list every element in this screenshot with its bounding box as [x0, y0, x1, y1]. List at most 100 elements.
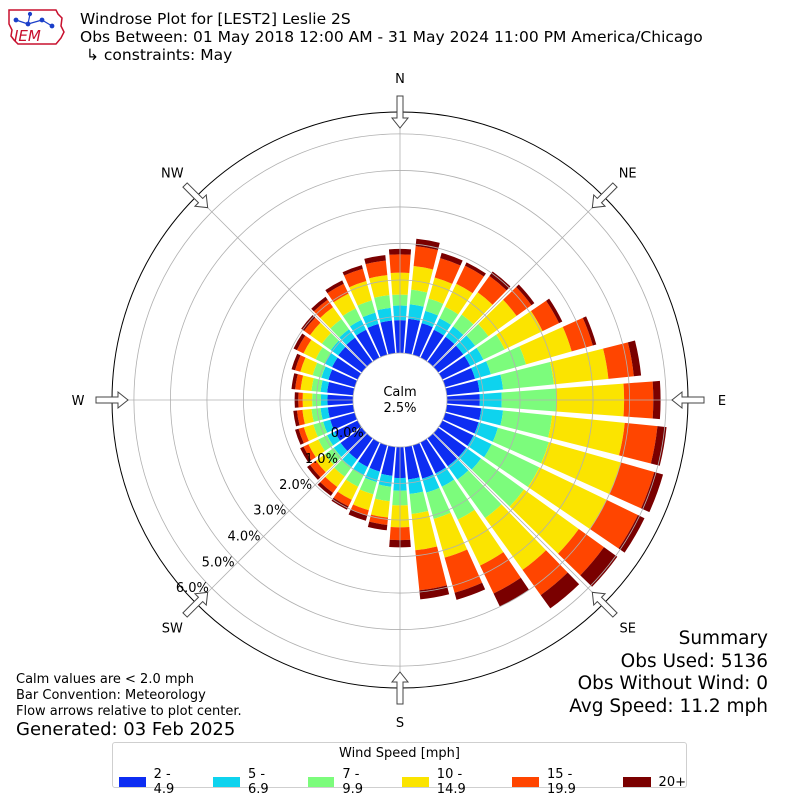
windrose-bar-segment: [330, 318, 350, 338]
windrose-bar-segment: [333, 293, 356, 316]
windrose-bar-segment: [340, 427, 367, 452]
windrose-bar-segment: [353, 461, 368, 476]
windrose-bar-segment: [344, 268, 367, 288]
windrose-bar-segment: [296, 409, 305, 426]
windrose-bar-segment: [365, 260, 388, 279]
windrose-bar-segment: [530, 300, 560, 332]
summary-box: Summary Obs Used: 5136 Obs Without Wind:…: [569, 628, 768, 718]
windrose-bar-segment: [378, 473, 393, 487]
flow-arrow-icon: [182, 182, 209, 209]
windrose-bar-segment: [464, 347, 484, 367]
windrose-bar-segment: [323, 419, 334, 433]
legend-label: 7 - 9.9: [342, 767, 364, 797]
legend-label: 20+: [658, 774, 686, 790]
windrose-bar-segment: [471, 458, 525, 507]
windrose-bar-segment: [415, 546, 447, 591]
compass-labels: N NE E SE S SW W NW: [72, 72, 727, 731]
compass-label-sw: SW: [162, 622, 183, 637]
legend-title: Wind Speed [mph]: [339, 746, 460, 761]
windrose-bar-segment: [310, 322, 331, 344]
windrose-bar-segment: [333, 442, 348, 457]
windrose-bar-segment: [321, 332, 339, 351]
windrose-bar-segment: [339, 329, 355, 345]
windrose-bar-segment: [500, 410, 553, 438]
windrose-bar-segment: [333, 491, 352, 507]
windrose-bar-segment: [350, 504, 369, 516]
windrose-bar-segment: [474, 422, 498, 442]
windrose-bar-segment: [300, 446, 312, 463]
windrose-bar-segment: [477, 374, 504, 392]
windrose-bar-segment: [484, 444, 540, 487]
windrose-bar-segment: [358, 438, 380, 467]
windrose-bar-segment: [438, 356, 471, 380]
flow-arrow-icon: [95, 390, 129, 410]
windrose-bar-segment: [345, 469, 364, 487]
windrose-bar-segment: [348, 509, 368, 521]
windrose-bar-segment: [562, 317, 593, 352]
legend-swatch: [512, 777, 539, 787]
legend-items: 2 - 4.9 5 - 6.9 7 - 9.9 10 - 14.9 15 - 19.9 2…: [119, 767, 686, 797]
flow-arrows: [95, 95, 705, 705]
flow-arrow-icon: [390, 671, 410, 705]
windrose-bar-segment: [334, 420, 362, 441]
flow-arrow-icon: [182, 591, 209, 618]
windrose-bar-segment: [445, 404, 482, 421]
windrose-bar-segment: [321, 366, 333, 380]
windrose-bar-segment: [295, 428, 304, 445]
windrose-bar-segment: [311, 378, 323, 392]
windrose-bar-segment: [374, 295, 391, 311]
windrose-bar-segment: [464, 262, 486, 277]
station-network-icon: [13, 11, 55, 29]
windrose-bar-segment: [369, 275, 390, 298]
windrose-bar-segment: [439, 306, 459, 325]
windrose-bar-segment: [582, 316, 597, 346]
radial-tick-label: 6.0%: [176, 581, 209, 596]
windrose-bar-segment: [441, 479, 475, 520]
windrose-bar-segment: [364, 255, 386, 265]
title-line-2: Obs Between: 01 May 2018 12:00 AM - 31 M…: [80, 28, 703, 46]
radial-tick-label: 2.0%: [279, 478, 312, 493]
windrose-bars: [291, 238, 667, 609]
windrose-bar-segment: [522, 550, 568, 596]
windrose-bar-segment: [627, 340, 642, 377]
bar-convention-note: Bar Convention: Meteorology: [16, 688, 206, 703]
windrose-bar-segment: [486, 346, 527, 375]
windrose-bar-segment: [516, 284, 535, 306]
legend-swatch: [622, 777, 651, 787]
windrose-bar-segment: [420, 438, 446, 474]
flow-arrow-icon: [591, 182, 618, 209]
windrose-bar-segment: [381, 445, 396, 476]
windrose-bar-segment: [411, 266, 434, 293]
flow-arrow-icon: [591, 591, 618, 618]
legend-item: 5 - 6.9: [213, 767, 287, 797]
chart-title: Windrose Plot for [LEST2] Leslie 2S Obs …: [80, 10, 703, 64]
windrose-bar-segment: [445, 326, 464, 345]
radial-tick-label: 5.0%: [202, 555, 235, 570]
legend-label: 2 - 4.9: [153, 767, 175, 797]
windrose-bar-segment: [445, 283, 473, 315]
windrose-bar-segment: [641, 471, 664, 513]
compass-label-nw: NW: [161, 166, 184, 181]
compass-label-w: W: [72, 394, 85, 409]
legend-item: 10 - 14.9: [402, 767, 492, 797]
grid-ring: [352, 352, 448, 448]
windrose-bar-segment: [334, 459, 352, 477]
generated-date: Generated: 03 Feb 2025: [16, 719, 236, 740]
windrose-bar-segment: [433, 427, 467, 457]
windrose-bar-segment: [377, 307, 392, 323]
windrose-bar-segment: [425, 298, 444, 316]
windrose-bar-segment: [325, 467, 345, 487]
obs-without-wind: Obs Without Wind: 0: [577, 673, 768, 694]
windrose-bar-segment: [409, 491, 429, 514]
windrose-bar-segment: [442, 412, 479, 434]
windrose-bar-segment: [548, 415, 625, 456]
windrose-bar-segment: [327, 431, 340, 446]
windrose-bar-segment: [380, 320, 396, 355]
windrose-bar-segment: [291, 373, 298, 390]
windrose-bar-segment: [342, 265, 363, 276]
title-line-3: ↳ constraints: May: [86, 46, 233, 64]
windrose-bar-segment: [493, 577, 530, 607]
windrose-bar-segment: [549, 348, 609, 385]
iem-logo: IEM: [6, 6, 66, 52]
windrose-bar-segment: [412, 442, 434, 479]
